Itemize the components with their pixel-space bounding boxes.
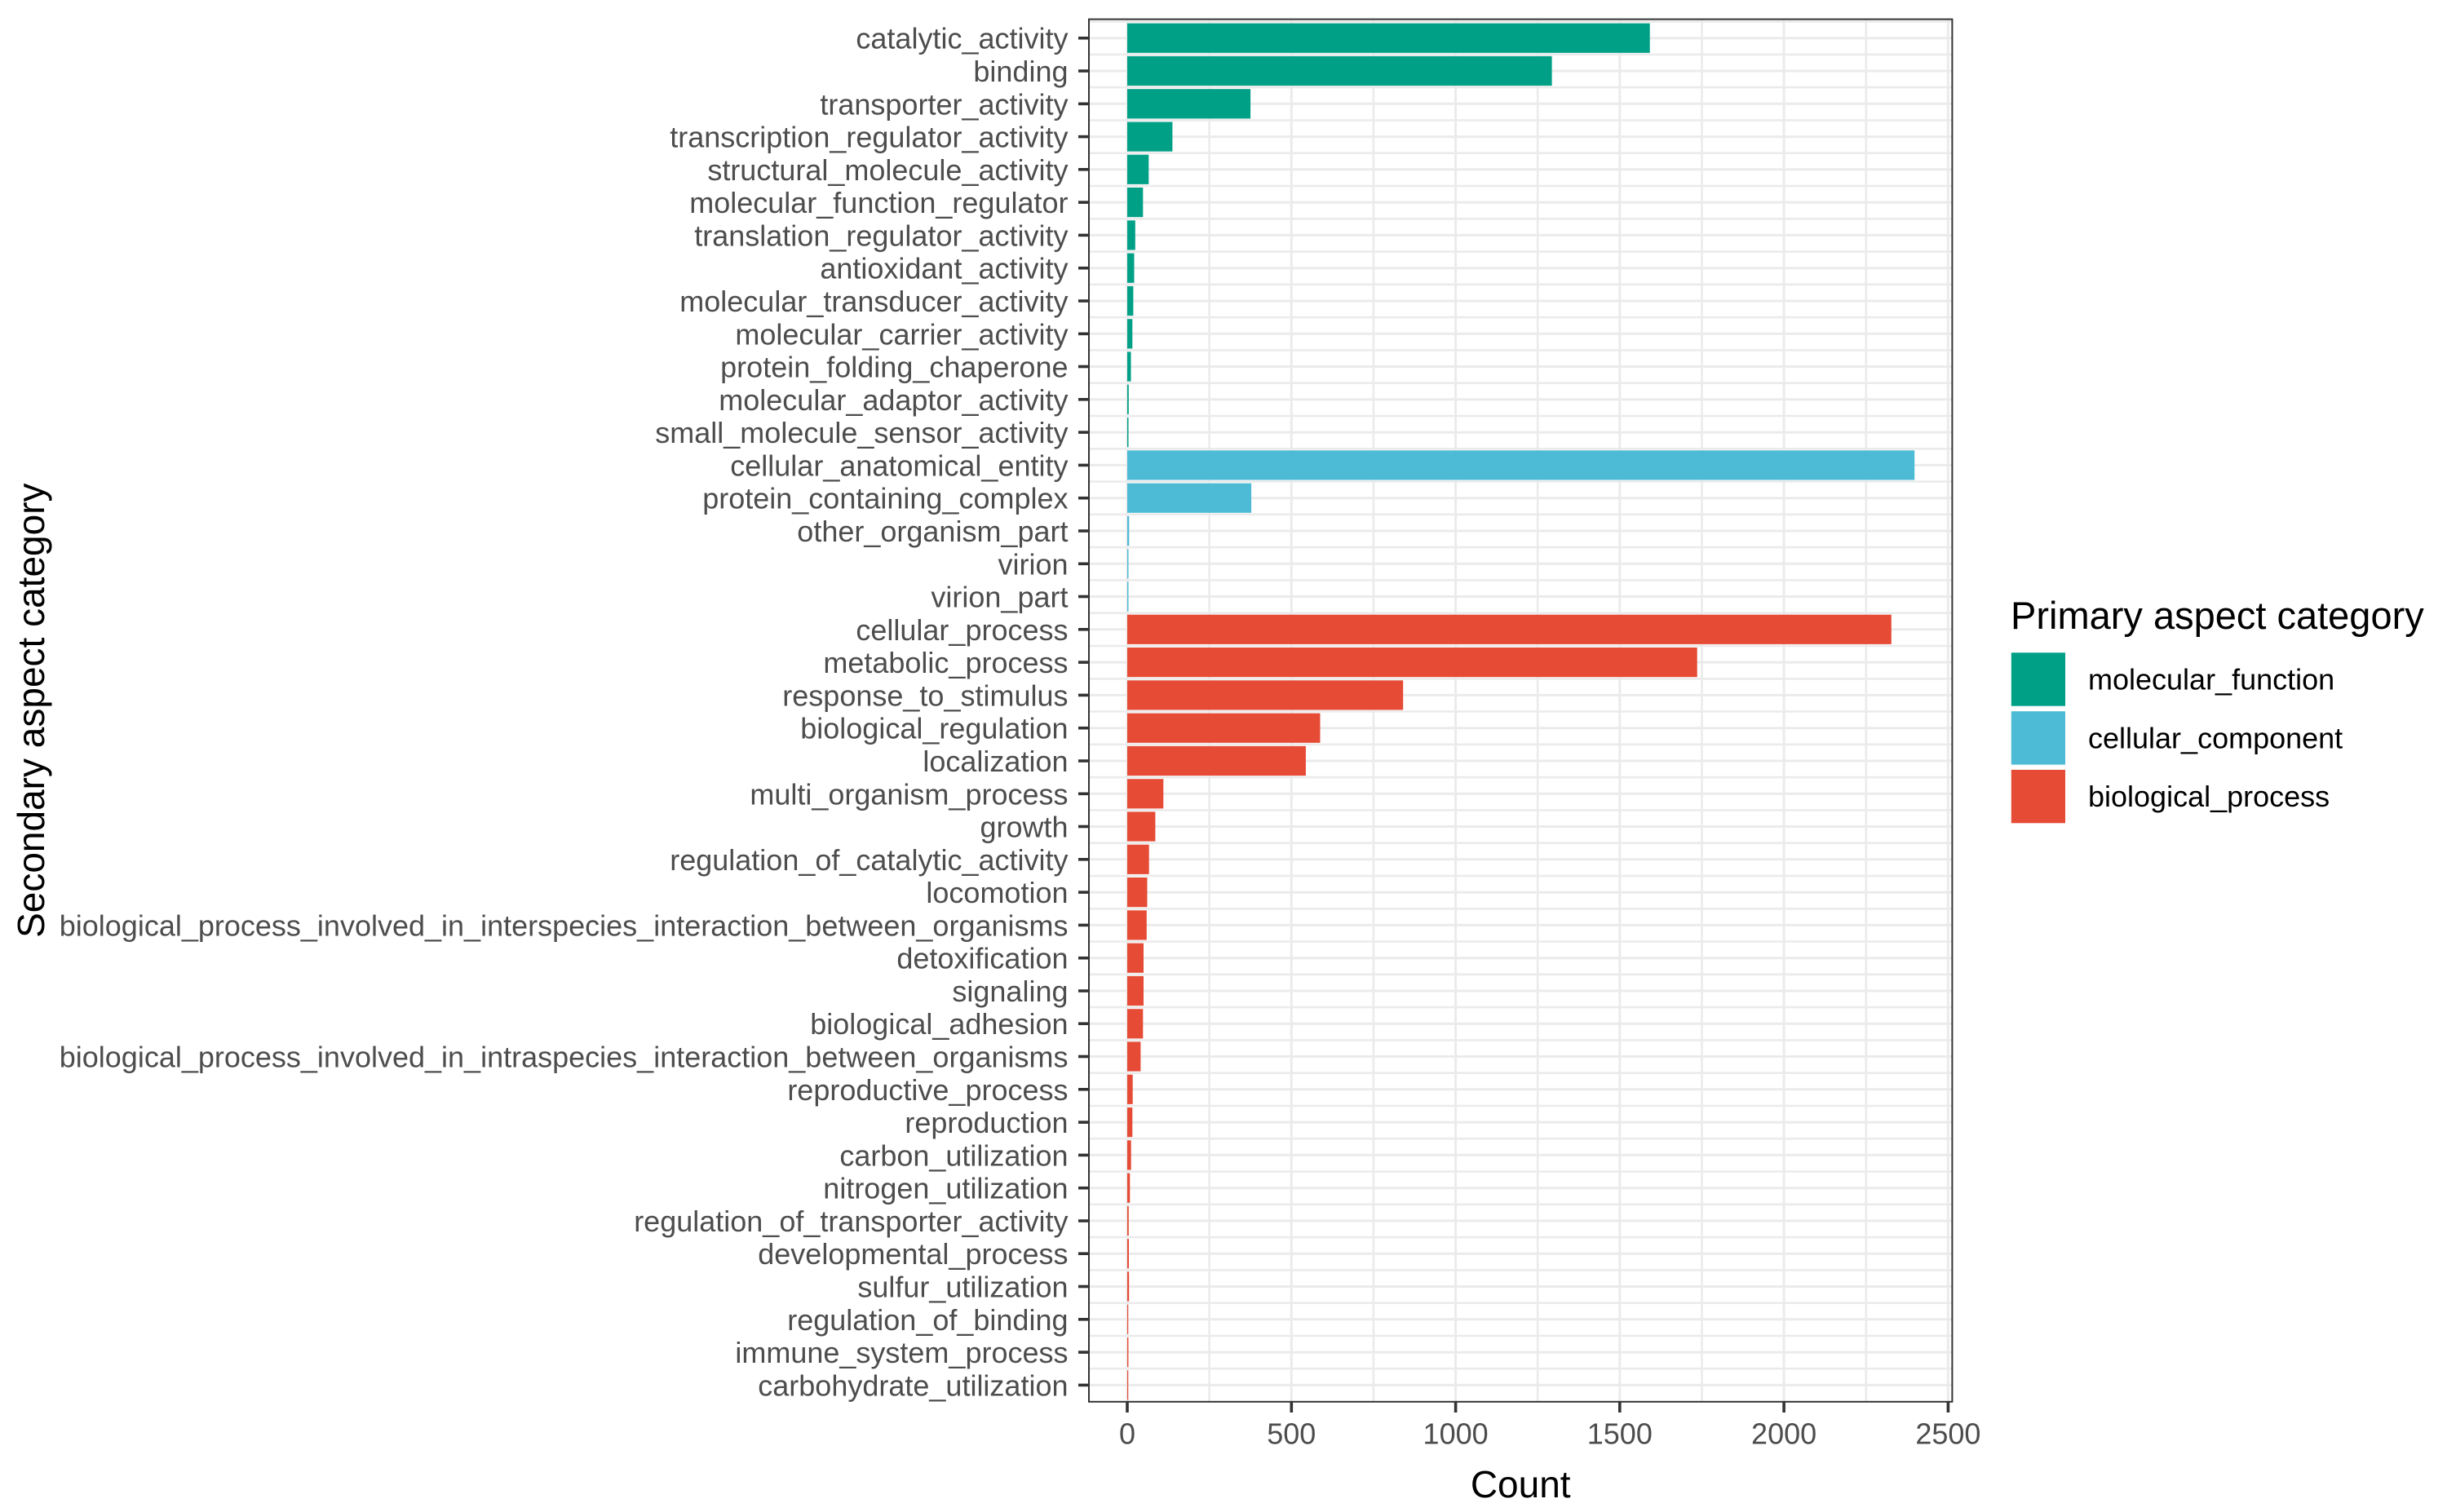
svg-text:Secondary aspect category: Secondary aspect category [10,483,52,937]
svg-text:2000: 2000 [1751,1417,1816,1451]
svg-text:biological_process_involved_in: biological_process_involved_in_interspec… [60,909,1069,942]
svg-text:developmental_process: developmental_process [758,1237,1068,1271]
svg-text:antioxidant_activity: antioxidant_activity [820,252,1068,285]
svg-text:protein_containing_complex: protein_containing_complex [702,482,1068,515]
svg-text:cellular_component: cellular_component [2088,722,2343,755]
svg-text:biological_process_involved_in: biological_process_involved_in_intraspec… [60,1041,1069,1074]
svg-text:cellular_process: cellular_process [856,613,1068,647]
svg-text:molecular_carrier_activity: molecular_carrier_activity [735,317,1068,351]
svg-text:locomotion: locomotion [926,876,1068,909]
svg-text:2500: 2500 [1915,1417,1980,1451]
svg-text:reproductive_process: reproductive_process [787,1073,1068,1107]
svg-text:biological_adhesion: biological_adhesion [810,1007,1068,1041]
svg-text:carbon_utilization: carbon_utilization [839,1138,1068,1172]
svg-text:small_molecule_sensor_activity: small_molecule_sensor_activity [655,416,1068,449]
svg-text:0: 0 [1119,1417,1135,1451]
svg-text:carbohydrate_utilization: carbohydrate_utilization [758,1368,1068,1402]
svg-text:Count: Count [1471,1463,1571,1505]
svg-text:growth: growth [980,811,1068,844]
svg-text:molecular_function: molecular_function [2088,663,2334,696]
svg-text:multi_organism_process: multi_organism_process [750,777,1068,811]
svg-text:nitrogen_utilization: nitrogen_utilization [823,1172,1068,1205]
svg-text:regulation_of_binding: regulation_of_binding [787,1303,1068,1337]
svg-text:localization: localization [923,745,1068,778]
svg-text:500: 500 [1267,1417,1316,1451]
svg-text:binding: binding [973,55,1068,88]
svg-text:signaling: signaling [952,975,1068,1008]
svg-text:biological_process: biological_process [2088,780,2330,813]
svg-text:regulation_of_transporter_acti: regulation_of_transporter_activity [634,1205,1068,1238]
svg-text:sulfur_utilization: sulfur_utilization [857,1271,1068,1304]
svg-text:catalytic_activity: catalytic_activity [856,22,1068,55]
svg-text:transcription_regulator_activi: transcription_regulator_activity [670,121,1068,154]
svg-text:molecular_adaptor_activity: molecular_adaptor_activity [719,383,1068,417]
svg-text:detoxification: detoxification [896,942,1068,975]
svg-text:immune_system_process: immune_system_process [735,1336,1068,1369]
svg-text:translation_regulator_activity: translation_regulator_activity [694,219,1068,252]
svg-text:Primary aspect category: Primary aspect category [2011,594,2424,637]
svg-text:1000: 1000 [1423,1417,1489,1451]
svg-text:structural_molecule_activity: structural_molecule_activity [707,153,1068,187]
svg-text:other_organism_part: other_organism_part [797,515,1068,548]
svg-text:virion_part: virion_part [931,581,1068,614]
svg-text:protein_folding_chaperone: protein_folding_chaperone [720,351,1068,384]
svg-text:transporter_activity: transporter_activity [820,87,1068,121]
svg-text:regulation_of_catalytic_activi: regulation_of_catalytic_activity [670,843,1068,877]
svg-text:response_to_stimulus: response_to_stimulus [782,679,1068,712]
svg-text:virion: virion [998,547,1068,581]
svg-text:molecular_transducer_activity: molecular_transducer_activity [679,285,1068,318]
svg-text:molecular_function_regulator: molecular_function_regulator [689,186,1068,219]
svg-text:1500: 1500 [1587,1417,1653,1451]
svg-text:cellular_anatomical_entity: cellular_anatomical_entity [730,449,1068,482]
svg-text:biological_regulation: biological_regulation [800,712,1068,745]
svg-text:metabolic_process: metabolic_process [823,646,1068,679]
svg-text:reproduction: reproduction [905,1106,1068,1139]
